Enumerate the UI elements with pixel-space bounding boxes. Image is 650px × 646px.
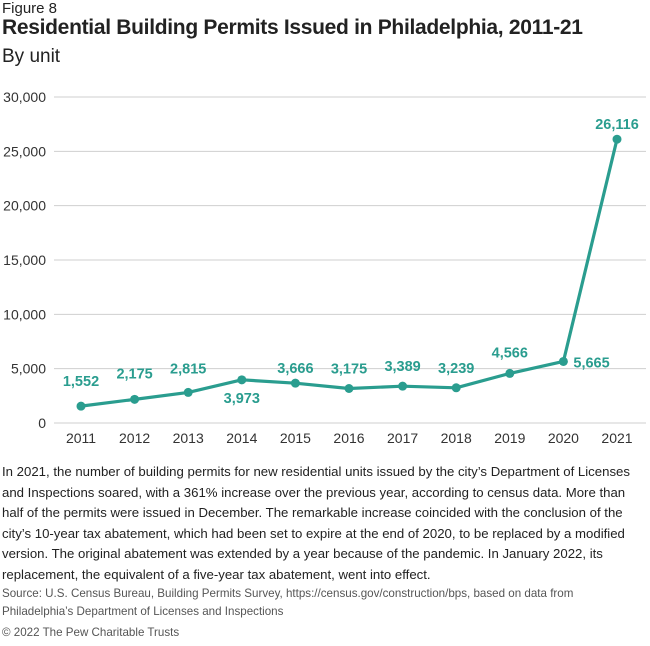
x-tick-label: 2014 [226,430,257,446]
x-tick-label: 2013 [173,430,204,446]
x-tick-label: 2017 [387,430,418,446]
data-label: 3,175 [331,361,367,377]
data-point [76,401,86,411]
data-label: 3,239 [438,361,474,377]
data-label: 4,566 [492,345,528,361]
y-tick-label: 15,000 [3,252,46,268]
y-tick-label: 25,000 [3,143,46,159]
source-note: Source: U.S. Census Bureau, Building Per… [2,587,574,618]
y-tick-label: 30,000 [3,89,46,105]
data-point [344,383,354,393]
data-point [130,394,140,404]
y-tick-label: 20,000 [3,198,46,214]
data-point [451,383,461,393]
y-tick-label: 0 [38,415,46,431]
description-text: In 2021, the number of building permits … [2,464,630,582]
data-label: 2,815 [170,361,206,377]
data-point [183,387,193,397]
x-tick-label: 2012 [119,430,150,446]
x-tick-label: 2015 [280,430,311,446]
data-label: 3,389 [384,359,420,375]
x-tick-label: 2016 [333,430,364,446]
data-point [505,368,515,378]
chart-subtitle: By unit [2,46,61,67]
data-point [398,381,408,391]
data-label: 2,175 [116,366,152,382]
line-chart: 0 5,000 10,000 15,000 20,000 25,000 30,000 2011… [3,89,646,446]
x-tick-label: 2018 [441,430,472,446]
data-point [612,134,622,144]
data-label: 26,116 [595,117,639,133]
y-tick-label: 5,000 [11,361,46,377]
x-tick-label: 2020 [548,430,579,446]
y-tick-label: 10,000 [3,306,46,322]
data-label: 3,973 [224,391,260,407]
x-tick-label: 2021 [601,430,632,446]
data-point [237,375,247,385]
x-tick-label: 2019 [494,430,525,446]
data-label: 1,552 [63,374,99,390]
data-point [290,378,300,388]
chart-title: Residential Building Permits Issued in P… [2,16,583,39]
copyright: © 2022 The Pew Charitable Trusts [2,626,180,639]
data-label: 3,666 [277,361,313,377]
figure-label: Figure 8 [2,0,58,17]
data-point [558,356,568,366]
data-label: 5,665 [573,355,609,371]
x-tick-label: 2011 [66,430,96,446]
